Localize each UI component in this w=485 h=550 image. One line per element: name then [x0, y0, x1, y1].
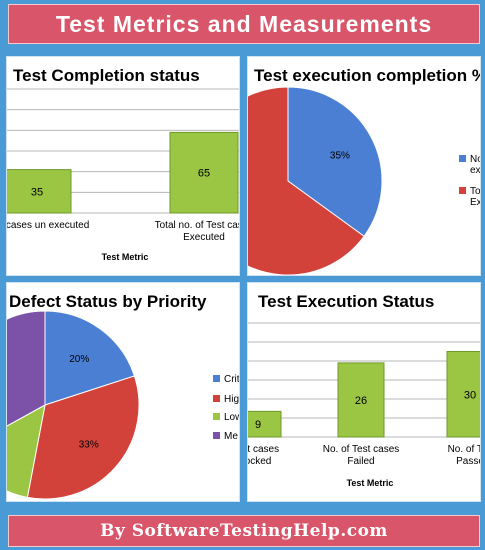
pie-slice-2 [26, 375, 140, 500]
category-label: Failed [347, 456, 374, 467]
category-label: No. of Test cases [323, 444, 400, 455]
legend-swatch [213, 413, 220, 420]
pie-slice-1 [44, 310, 136, 406]
data-label: 65 [198, 168, 210, 180]
pie-slice-4 [7, 310, 46, 427]
x-axis-label: Test Metric [347, 478, 394, 488]
x-axis-label: Test Metric [102, 252, 149, 262]
legend-swatch [213, 432, 220, 439]
legend-label: Me [224, 431, 238, 442]
data-label: 26 [355, 395, 367, 407]
footer-credit-banner: By SoftwareTestingHelp.com [8, 515, 480, 547]
data-label: 33% [79, 440, 99, 451]
test-execution-status-chart: Test Execution Status 9 est casesocked 26 No… [248, 292, 480, 488]
legend-swatch [213, 375, 220, 382]
defect-status-by-priority-panel: Defect Status by Priority20%33%%CritHigL… [6, 282, 240, 502]
test-execution-completion-panel: Test execution completion % 35% Noex ToEx [247, 56, 481, 276]
legend-label: To [470, 186, 480, 197]
category-label: Passe [456, 456, 480, 467]
test-completion-status-chart: Test Completion status 35 Test cases un ex… [7, 66, 239, 262]
pie-slice-1 [287, 86, 383, 237]
bar-2 [169, 131, 239, 214]
bar-1 [248, 410, 282, 438]
category-label: Total no. of Test cases [155, 220, 239, 231]
test-completion-status-panel: Test Completion status 35 Test cases un ex… [6, 56, 240, 276]
category-label: Test cases un executed [7, 220, 89, 231]
chart-title: Defect Status by Priority [9, 292, 207, 311]
bar-2 [337, 362, 385, 438]
test-execution-status-panel: Test Execution Status 9 est casesocked 26 No… [247, 282, 481, 502]
legend-label: No [470, 154, 480, 165]
legend-label: Hig [224, 394, 239, 405]
legend-swatch [459, 155, 466, 162]
legend-label: ex [470, 165, 480, 176]
data-label: 35 [31, 186, 43, 198]
chart-title: Test Execution Status [258, 292, 434, 311]
legend-swatch [213, 395, 220, 402]
legend-swatch [459, 187, 466, 194]
test-execution-completion-chart: Test execution completion % 35% Noex ToEx [248, 66, 480, 275]
legend-label: Ex [470, 197, 480, 208]
data-label: 35% [330, 151, 350, 162]
category-label: Executed [183, 232, 225, 243]
pie-slice-3 [7, 404, 46, 498]
bar-3 [446, 351, 480, 438]
bar-1 [7, 169, 72, 214]
chart-title: Test execution completion % [254, 66, 480, 85]
page-title-banner: Test Metrics and Measurements [8, 4, 480, 44]
category-label: No. of Tes [448, 444, 480, 455]
pie-slice-2 [248, 86, 365, 275]
category-label: ocked [248, 456, 271, 467]
chart-title: Test Completion status [13, 66, 200, 85]
data-label: 30 [464, 389, 476, 401]
legend-label: Low [224, 412, 239, 423]
category-label: est cases [248, 444, 279, 455]
footer-credit: By SoftwareTestingHelp.com [100, 521, 388, 541]
defect-status-by-priority-chart: Defect Status by Priority20%33%%CritHigL… [7, 292, 239, 500]
page-title: Test Metrics and Measurements [55, 11, 433, 37]
data-label: 20% [69, 354, 89, 365]
legend-label: Crit [224, 374, 239, 385]
data-label: 9 [255, 419, 261, 431]
